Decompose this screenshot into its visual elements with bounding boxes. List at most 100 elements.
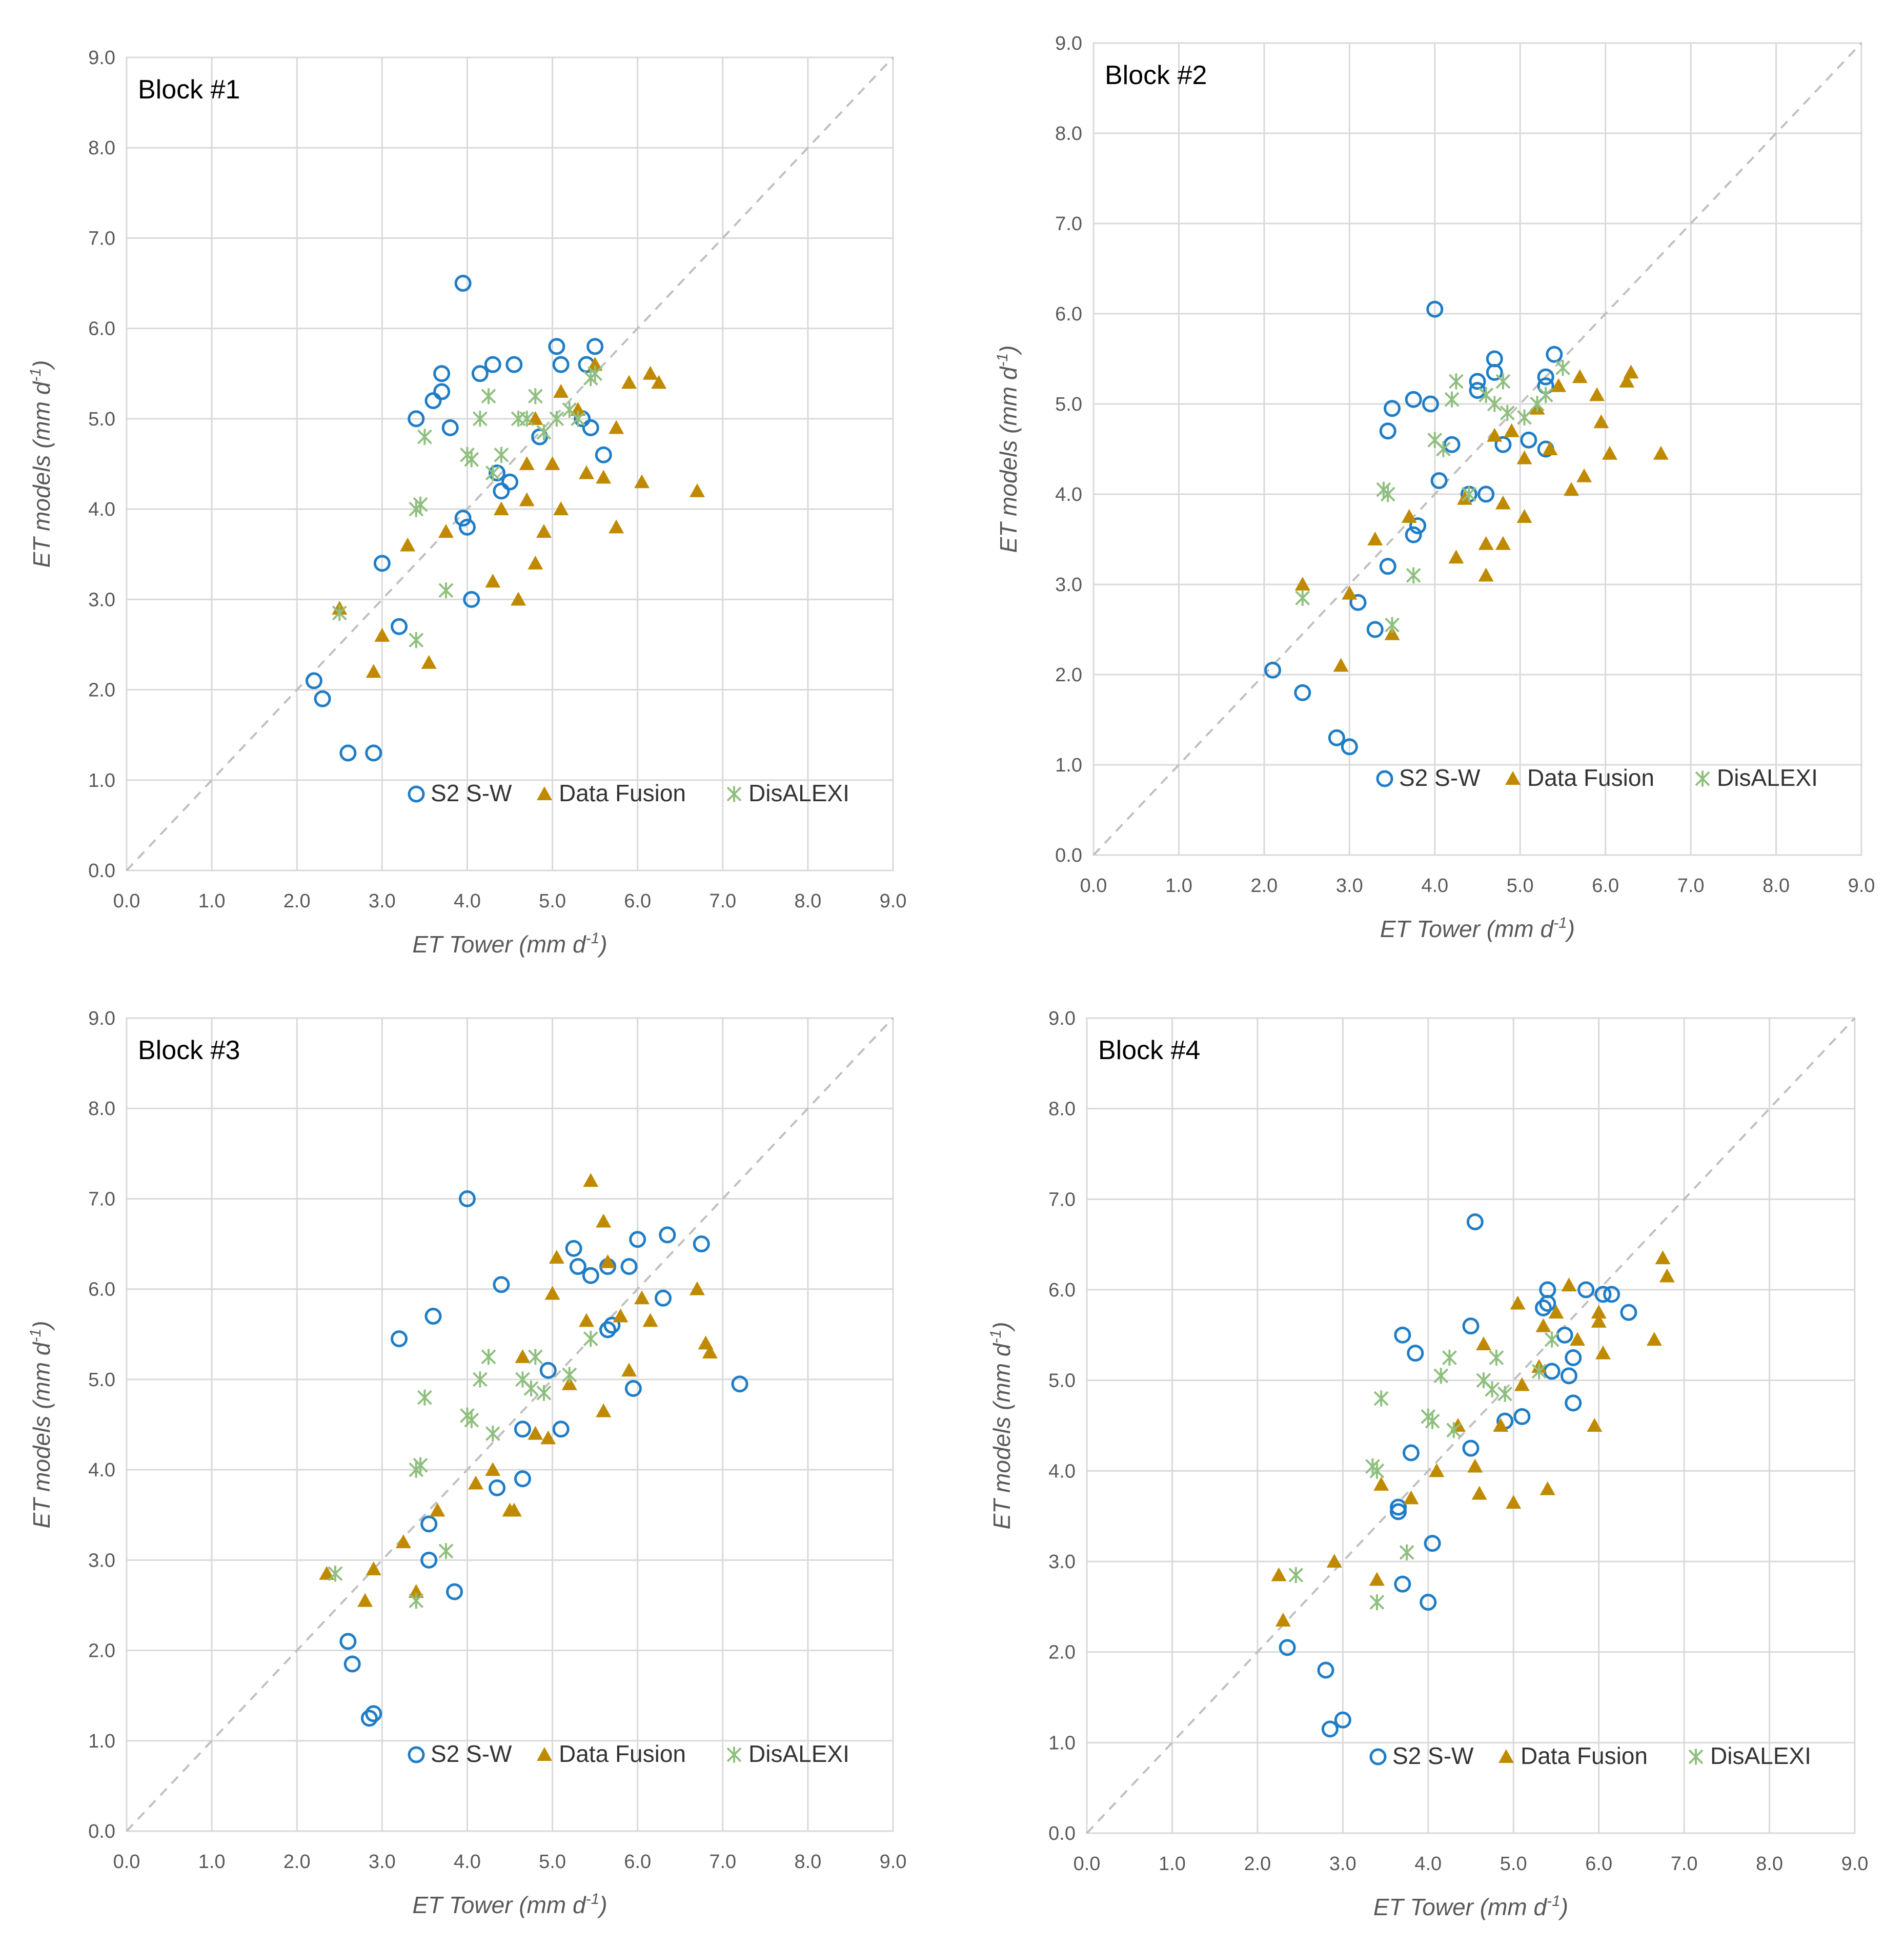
data-point — [1369, 1463, 1385, 1479]
data-point — [1619, 374, 1635, 388]
data-point — [1475, 1336, 1491, 1350]
data-point — [1471, 1486, 1487, 1500]
legend-item: Data Fusion — [537, 780, 686, 806]
data-point — [1500, 405, 1515, 421]
data-point — [1328, 729, 1345, 746]
y-tick-label: 4.0 — [1055, 484, 1082, 505]
data-point — [1513, 1408, 1531, 1425]
data-point — [621, 375, 637, 389]
legend-label: S2 S-W — [1392, 1742, 1474, 1769]
data-point — [528, 388, 543, 404]
y-tick-label: 4.0 — [1048, 1460, 1076, 1482]
data-point — [1390, 1498, 1407, 1516]
data-point — [1467, 1458, 1483, 1473]
legend-label: DisALEXI — [748, 780, 849, 806]
y-tick-label: 0.0 — [88, 860, 115, 882]
x-tick-label: 0.0 — [1080, 875, 1107, 897]
data-point — [360, 1710, 378, 1727]
y-tick-label: 7.0 — [88, 1188, 115, 1210]
data-point — [1506, 1495, 1522, 1509]
y-tick-label: 2.0 — [1055, 664, 1082, 686]
series-circle — [305, 275, 612, 762]
data-point — [458, 1190, 476, 1207]
x-tick-label: 6.0 — [624, 890, 651, 912]
x-tick-label: 2.0 — [1244, 1853, 1271, 1875]
x-tick-label: 7.0 — [709, 890, 736, 912]
data-point — [651, 375, 667, 389]
data-point — [582, 1267, 599, 1284]
data-point — [1448, 550, 1464, 564]
data-point — [493, 1276, 510, 1293]
y-axis-title: ET models (mm d-1) — [27, 1321, 55, 1529]
data-point — [579, 465, 594, 479]
y-tick-label: 3.0 — [1048, 1551, 1076, 1573]
legend: S2 S-W Data Fusion DisALEXI — [408, 1740, 849, 1767]
legend-label: Data Fusion — [559, 1740, 686, 1767]
data-point — [501, 473, 518, 491]
data-point — [570, 402, 586, 416]
data-point — [519, 492, 535, 506]
data-point — [1531, 1363, 1547, 1379]
data-point — [1326, 1554, 1342, 1568]
data-point — [609, 420, 624, 434]
data-point — [365, 744, 382, 762]
data-point — [600, 1254, 616, 1268]
x-axis-title: ET Tower (mm d-1) — [412, 1891, 607, 1918]
data-point — [519, 456, 535, 470]
data-point — [1462, 1439, 1480, 1457]
data-point — [655, 1289, 672, 1307]
data-point — [570, 411, 585, 427]
data-point — [1279, 1639, 1296, 1656]
data-point — [481, 1349, 496, 1365]
data-point — [624, 1380, 642, 1397]
x-tick-label: 3.0 — [369, 890, 396, 912]
data-point — [1373, 1390, 1389, 1407]
legend-label: Data Fusion — [559, 780, 686, 806]
x-tick-label: 6.0 — [1592, 875, 1619, 897]
block-title: Block #3 — [138, 1036, 240, 1065]
legend-marker — [1688, 1749, 1704, 1765]
data-point — [553, 501, 569, 516]
data-point — [565, 1240, 582, 1257]
data-point — [424, 392, 442, 410]
series-asterisk — [332, 366, 603, 648]
data-point — [1591, 1305, 1607, 1319]
data-point — [552, 1421, 570, 1438]
data-point — [1548, 1305, 1564, 1319]
data-point — [1535, 1318, 1551, 1332]
legend-item: Data Fusion — [1505, 764, 1654, 791]
data-point — [1487, 428, 1503, 442]
x-tick-label: 8.0 — [1763, 875, 1790, 897]
data-point — [1487, 396, 1502, 412]
data-point — [1510, 1295, 1526, 1310]
series-asterisk — [1288, 1331, 1559, 1611]
data-point — [472, 411, 488, 427]
y-tick-label: 0.0 — [88, 1821, 115, 1842]
data-point — [702, 1345, 718, 1359]
x-tick-label: 4.0 — [454, 890, 481, 912]
data-point — [544, 1286, 560, 1300]
data-point — [1448, 373, 1464, 390]
data-point — [587, 357, 603, 371]
scatter-panel-3: 0.0 1.0 2.0 3.0 4.0 5.0 6.0 7.0 8.0 9.0 0.0 1.0 2.0 3… — [27, 1008, 906, 1918]
data-point — [1401, 509, 1417, 523]
data-point — [1576, 468, 1592, 482]
series-triangle — [332, 357, 705, 678]
data-point — [523, 1380, 539, 1397]
y-tick-label: 3.0 — [88, 589, 115, 611]
data-point — [596, 1213, 612, 1228]
y-tick-label: 5.0 — [1048, 1370, 1076, 1392]
data-point — [1429, 1463, 1445, 1477]
y-tick-label: 3.0 — [88, 1550, 115, 1571]
data-point — [417, 1389, 432, 1406]
y-axis-title: ET models (mm d-1) — [994, 346, 1022, 553]
data-point — [365, 1705, 382, 1722]
data-point — [1516, 450, 1532, 464]
one-to-one-line — [126, 56, 894, 871]
data-point — [1341, 738, 1358, 756]
data-point — [642, 366, 658, 380]
x-tick-label: 9.0 — [880, 1851, 907, 1873]
data-point — [528, 411, 543, 425]
data-point — [536, 424, 552, 440]
data-point — [458, 518, 476, 536]
